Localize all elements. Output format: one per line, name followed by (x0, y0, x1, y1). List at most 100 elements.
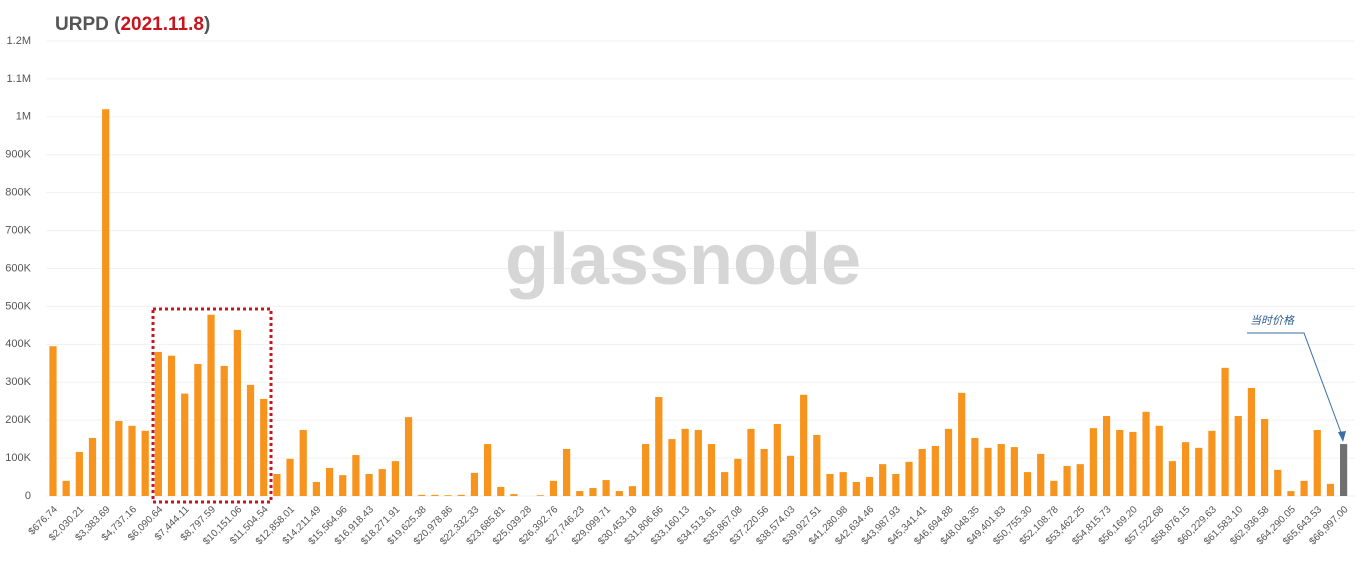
y-tick-label: 900K (5, 149, 31, 161)
title-date: 2021.11.8 (120, 14, 203, 35)
bar (497, 486, 505, 496)
bar (115, 420, 123, 496)
y-tick-label: 0 (25, 490, 31, 502)
bar (615, 491, 623, 496)
bar (444, 495, 452, 496)
bar (312, 481, 320, 496)
bar (141, 430, 149, 496)
bar (154, 351, 162, 496)
bar (931, 445, 939, 496)
bar (563, 448, 571, 496)
bar (760, 448, 768, 496)
bar (233, 329, 241, 496)
bar (1063, 466, 1071, 496)
bar (483, 444, 492, 496)
bar (194, 364, 202, 496)
bar (88, 437, 97, 496)
bar (1168, 461, 1176, 496)
bar (773, 423, 781, 496)
bar (352, 455, 360, 496)
bar (813, 434, 821, 496)
bar (1010, 447, 1018, 496)
y-tick-label: 500K (5, 300, 31, 312)
bar (944, 428, 953, 496)
annotation-arrow (1247, 332, 1344, 439)
bar (1116, 430, 1124, 496)
bar (852, 481, 860, 496)
bar (1313, 430, 1321, 496)
bar (1247, 387, 1256, 496)
bar (339, 475, 347, 496)
bar (391, 461, 400, 496)
bar (879, 464, 887, 496)
bar (1142, 411, 1150, 496)
bar (273, 474, 281, 496)
y-tick-label: 200K (5, 414, 31, 426)
bar (1089, 428, 1097, 496)
bar (299, 430, 307, 496)
bar (1221, 367, 1229, 496)
y-tick-label: 1M (16, 111, 31, 123)
bar (971, 437, 979, 496)
bar (1050, 480, 1058, 496)
bar (365, 474, 373, 496)
bar (747, 428, 755, 496)
bar (786, 455, 795, 496)
bar (1076, 464, 1084, 496)
bar (1287, 491, 1295, 496)
bar (418, 494, 426, 496)
bar (1195, 447, 1203, 496)
bar (721, 472, 729, 496)
bar (628, 486, 637, 496)
bar (549, 480, 558, 496)
bar (431, 494, 439, 496)
bar (918, 448, 926, 496)
bar (1023, 472, 1032, 496)
bar (181, 393, 189, 496)
bar (102, 109, 110, 496)
bar (694, 430, 702, 496)
chart-title: URPD (2021.11.8) (55, 14, 210, 35)
arrow-head (1338, 431, 1346, 442)
bar (128, 425, 136, 496)
bar (49, 346, 57, 496)
y-tick-label: 400K (5, 338, 31, 350)
annotation: 当时价格 (1250, 314, 1295, 327)
bar (220, 365, 228, 496)
bar (707, 444, 716, 496)
bar (378, 469, 386, 496)
y-tick-label: 1.2M (7, 35, 31, 47)
bar (1208, 430, 1216, 496)
bar (536, 495, 544, 496)
y-tick-label: 700K (5, 224, 31, 236)
bar (1326, 483, 1335, 496)
bar (325, 467, 334, 496)
bar (207, 314, 215, 496)
bar (681, 428, 689, 496)
bar (62, 480, 70, 496)
bar (734, 458, 742, 496)
bar (602, 480, 610, 496)
bar (668, 439, 676, 496)
bar (839, 472, 847, 496)
y-tick-label: 300K (5, 376, 31, 388)
bar (865, 477, 874, 496)
title-suffix: ) (204, 14, 210, 35)
bar (1155, 425, 1163, 496)
bar (958, 392, 966, 496)
bar (457, 494, 465, 496)
bar (589, 488, 597, 496)
bar (1274, 469, 1282, 496)
y-tick-label: 100K (5, 452, 31, 464)
bar (1102, 415, 1111, 496)
bar (997, 444, 1005, 496)
watermark: glassnode (505, 220, 861, 300)
y-tick-label: 1.1M (7, 73, 31, 85)
title-prefix: URPD ( (55, 14, 121, 35)
y-tick-label: 600K (5, 262, 31, 274)
bar (1260, 419, 1269, 496)
bar (984, 447, 992, 496)
bar (1037, 453, 1045, 496)
bar (510, 494, 518, 496)
